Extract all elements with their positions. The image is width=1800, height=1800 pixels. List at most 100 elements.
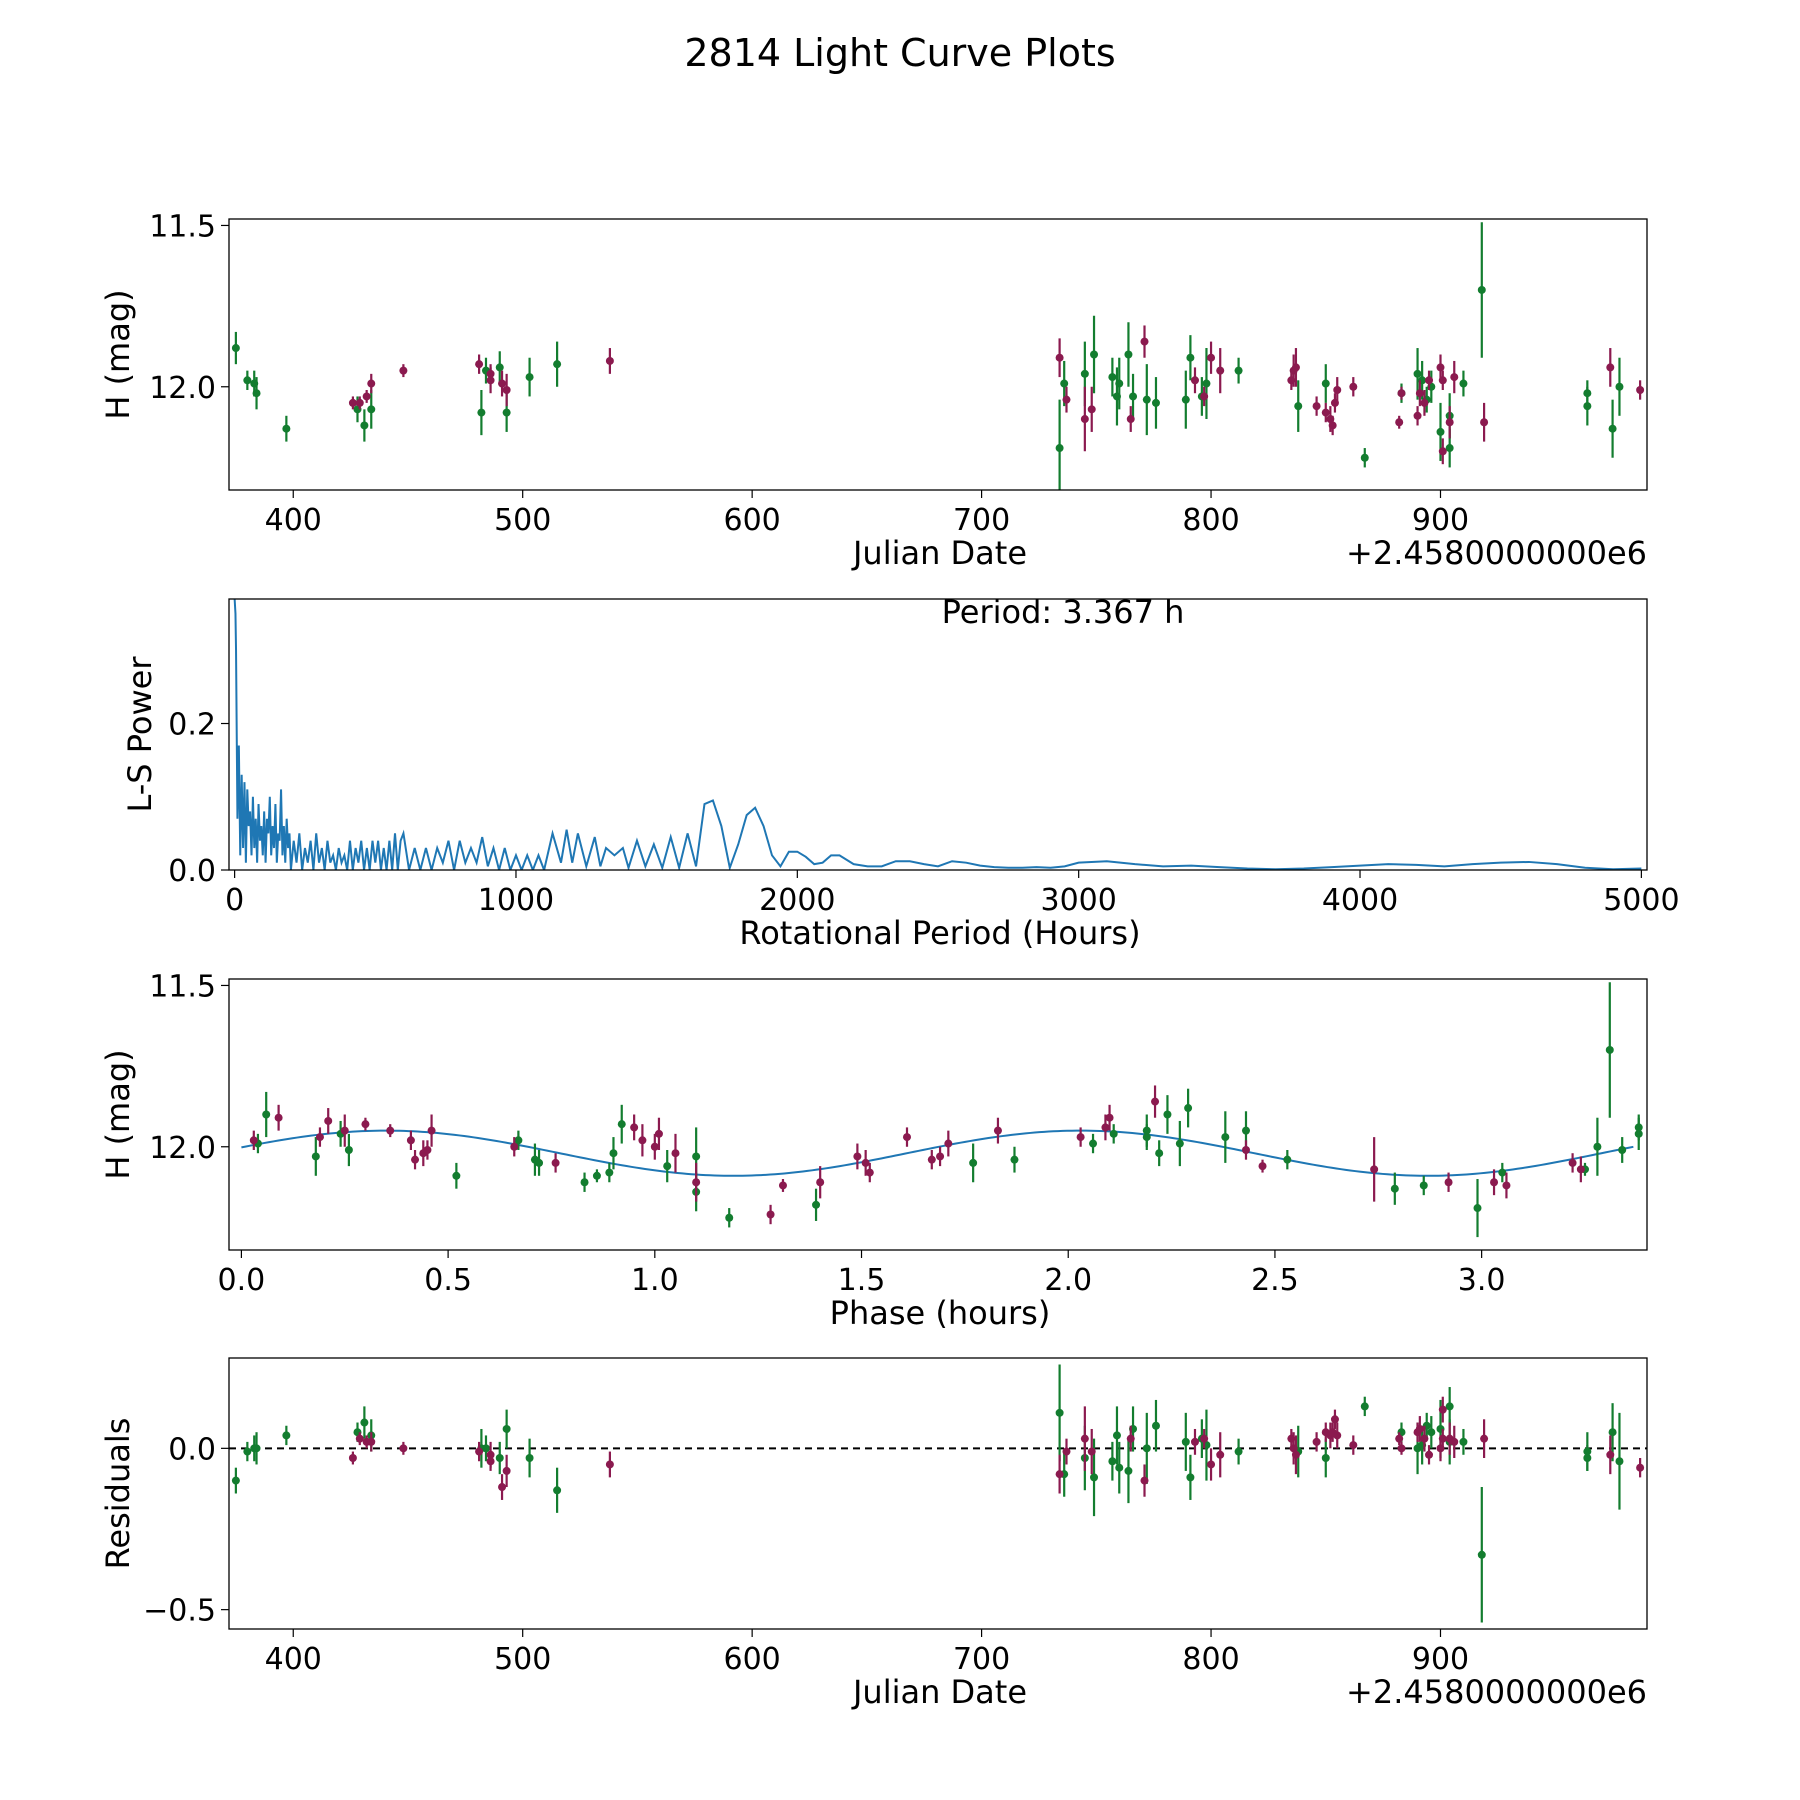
data-point	[1090, 1473, 1099, 1482]
data-point	[367, 405, 376, 414]
data-point	[1291, 1450, 1300, 1459]
data-point	[1055, 444, 1064, 453]
data-point	[944, 1139, 953, 1148]
data-point	[1234, 366, 1243, 375]
data-point	[766, 1210, 775, 1219]
periodogram-line	[233, 599, 1642, 870]
x-tick-label: 2000	[759, 883, 835, 918]
data-point	[1181, 395, 1190, 404]
data-point	[262, 1110, 271, 1119]
data-point	[671, 1149, 680, 1158]
data-point	[1202, 379, 1211, 388]
data-point	[936, 1152, 945, 1161]
data-point	[1175, 1139, 1184, 1148]
axes-frame	[228, 218, 1648, 491]
data-point	[1419, 1181, 1428, 1190]
data-point	[1333, 1431, 1342, 1440]
x-axis-label: Phase (hours)	[830, 1294, 1051, 1332]
x-tick-label: 2.0	[1044, 1263, 1092, 1298]
data-point	[1108, 1457, 1117, 1466]
data-point	[853, 1152, 862, 1161]
data-point	[553, 360, 562, 369]
data-point	[1477, 285, 1486, 294]
data-points	[231, 222, 1645, 490]
data-point	[1055, 1408, 1064, 1417]
data-point	[1089, 1139, 1098, 1148]
data-point	[1190, 376, 1199, 385]
data-point	[553, 1486, 562, 1495]
data-point	[605, 1460, 614, 1469]
data-point	[1427, 1428, 1436, 1437]
data-point	[1349, 382, 1358, 391]
data-point	[1105, 1113, 1114, 1122]
data-point	[1370, 1165, 1379, 1174]
x-tick-label: 500	[494, 1642, 551, 1677]
data-point	[486, 376, 495, 385]
data-point	[502, 408, 511, 417]
data-point	[475, 360, 484, 369]
data-point	[348, 398, 357, 407]
x-tick-label: 900	[1412, 503, 1469, 538]
data-point	[1333, 385, 1342, 394]
data-point	[1444, 1178, 1453, 1187]
data-point	[654, 1129, 663, 1138]
data-point	[1480, 418, 1489, 427]
data-point	[1395, 418, 1404, 427]
data-point	[1101, 1123, 1110, 1132]
panel-lightcurve: 400 500 600 700 800 900 11.5 12.0 Julian Date H (…	[99, 209, 1648, 572]
data-point	[1163, 1110, 1172, 1119]
data-point	[1291, 363, 1300, 372]
data-point	[348, 1454, 357, 1463]
data-point	[1425, 376, 1434, 385]
data-point	[1241, 1145, 1250, 1154]
data-point	[1415, 389, 1424, 398]
x-tick-label: 5000	[1603, 883, 1679, 918]
data-point	[1221, 1133, 1230, 1142]
x-offset-label: +2.4580000000e6	[1346, 534, 1647, 572]
data-point	[1498, 1168, 1507, 1177]
data-point	[1606, 1450, 1615, 1459]
data-point	[692, 1152, 701, 1161]
data-point	[1142, 1126, 1151, 1135]
x-tick-label: 700	[953, 503, 1010, 538]
data-point	[609, 1149, 618, 1158]
data-point	[361, 1120, 370, 1129]
data-point	[902, 1133, 911, 1142]
axes-frame	[228, 978, 1648, 1251]
axes-frame	[228, 598, 1648, 871]
data-point	[1108, 373, 1117, 382]
data-point	[525, 1454, 534, 1463]
data-point	[1283, 1155, 1292, 1164]
data-point	[311, 1152, 320, 1161]
data-point	[650, 1142, 659, 1151]
data-point	[360, 1418, 369, 1427]
data-point	[1420, 1434, 1429, 1443]
figure-title: 2814 Light Curve Plots	[684, 31, 1115, 75]
data-point	[315, 1133, 324, 1142]
y-tick-label: 0.2	[168, 708, 216, 743]
data-point	[1576, 1165, 1585, 1174]
data-point	[525, 373, 534, 382]
data-point	[812, 1200, 821, 1209]
data-point	[1190, 1437, 1199, 1446]
data-point	[486, 1450, 495, 1459]
data-point	[362, 392, 371, 401]
x-tick-label: 3.0	[1458, 1263, 1506, 1298]
data-point	[411, 1155, 420, 1164]
x-axis-label: Julian Date	[851, 1673, 1027, 1711]
x-tick-label: 400	[265, 1642, 322, 1677]
data-point	[1151, 398, 1160, 407]
data-point	[816, 1178, 825, 1187]
data-point	[1568, 1158, 1577, 1167]
data-point	[452, 1171, 461, 1180]
data-points	[249, 982, 1643, 1238]
x-tick-label: 800	[1182, 503, 1239, 538]
data-point	[1397, 1444, 1406, 1453]
data-point	[1480, 1434, 1489, 1443]
data-point	[663, 1162, 672, 1171]
y-tick-label: −0.5	[143, 1594, 216, 1629]
data-point	[367, 1437, 376, 1446]
data-point	[1321, 1454, 1330, 1463]
data-point	[406, 1136, 415, 1145]
data-point	[510, 1142, 519, 1151]
